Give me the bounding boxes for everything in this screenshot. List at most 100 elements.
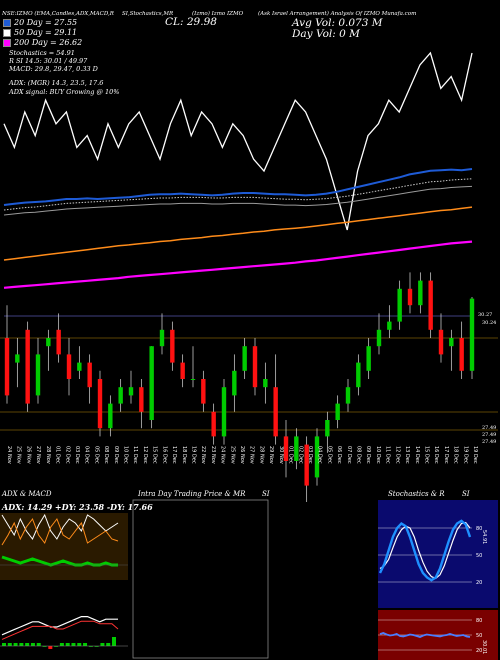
- close-price: CL: 29.98: [165, 16, 217, 28]
- candle-body: [376, 329, 382, 347]
- candle-body: [159, 329, 165, 347]
- date-tick-label: 02 Dec: [64, 446, 70, 464]
- candle-body: [170, 329, 175, 363]
- date-tick-label: 19 Dec: [462, 446, 468, 464]
- date-tick-label: 18 Dec: [453, 446, 459, 464]
- macd-readout: MACD: 29.8, 29.47, 0.33 D: [9, 65, 98, 73]
- candle-body: [335, 403, 340, 420]
- header-mid: SI,Stochastics,MR: [122, 11, 174, 17]
- rsi-tick-label: 50: [476, 633, 482, 639]
- date-tick-label: 03 Dec: [307, 446, 313, 464]
- candle-body: [25, 329, 30, 404]
- candle-body: [211, 411, 216, 437]
- candle-body: [356, 362, 361, 388]
- macd-signal-line: [1, 620, 119, 640]
- macd-hist-bar: [106, 643, 111, 646]
- candle-body: [108, 403, 113, 429]
- date-tick-label: 09 Dec: [113, 446, 119, 464]
- price-label-low-1: 27.49: [482, 425, 497, 431]
- date-tick-label: 17 Dec: [171, 446, 177, 464]
- stoch-readout: Stochastics = 54.91: [9, 49, 75, 57]
- stoch-si: SI: [462, 490, 470, 498]
- ema200-line: [3, 240, 473, 289]
- rsi-tick-label: 80: [476, 618, 482, 624]
- macd-hist-bar: [94, 646, 99, 647]
- header-ticker: (Izmo) Izmo IZMO: [192, 11, 244, 17]
- macd-hist-bar: [88, 646, 93, 647]
- date-tick-label: 04 Dec: [84, 446, 90, 464]
- candle-body: [449, 338, 454, 347]
- candle-body: [56, 329, 61, 355]
- candle-body: [283, 436, 289, 461]
- macd-hist-bar: [65, 643, 70, 646]
- macd-line: [1, 615, 118, 636]
- date-tick-label: 09 Dec: [365, 446, 371, 464]
- price-label-high: 30.27: [478, 312, 493, 318]
- intraday-panel-box: [132, 499, 269, 659]
- stoch-title: Stochastics & R: [388, 490, 445, 498]
- candle-body: [428, 280, 433, 330]
- candle-body: [128, 387, 134, 396]
- date-tick-label: 18 Dec: [181, 446, 187, 464]
- legend-ema200-label: 200 Day = 26.62: [14, 38, 83, 47]
- candle-body: [4, 338, 10, 396]
- date-tick-label: 04 Dec: [317, 446, 323, 464]
- candle-body: [118, 387, 123, 404]
- date-tick-label: 10 Dec: [375, 446, 381, 464]
- legend-ema200: 200 Day = 26.62: [3, 38, 82, 47]
- date-tick-label: 03 Dec: [74, 446, 80, 464]
- date-tick-label: 26 Nov: [25, 446, 31, 464]
- candle-body: [325, 420, 330, 437]
- date-tick-label: 19 Dec: [191, 446, 197, 464]
- date-tick-label: 29 Nov: [268, 446, 274, 464]
- macd-hist-bar: [42, 646, 47, 647]
- candle-body: [46, 338, 51, 347]
- stoch-tick-label: 80: [476, 526, 482, 532]
- swatch-ema20: [3, 19, 11, 27]
- macd-hist-bar: [30, 643, 35, 646]
- candle-body: [273, 387, 278, 437]
- macd-hist-bar: [54, 646, 59, 647]
- stoch-panel-bg: [378, 500, 498, 608]
- price-label-low-2: 27.49: [482, 432, 497, 438]
- macd-hist-bar: [25, 643, 30, 646]
- candle-body: [397, 288, 402, 322]
- date-tick-label: 05 Dec: [93, 446, 99, 464]
- adx-panel-readout: ADX: 14.29 +DY: 23.58 -DY: 17.66: [2, 502, 153, 512]
- macd-hist-bar: [83, 643, 88, 646]
- candle-body: [252, 346, 258, 388]
- macd-hist-bar: [36, 643, 41, 646]
- swatch-ema50: [3, 29, 11, 37]
- date-tick-label: 16 Dec: [161, 446, 167, 464]
- ema20-line: [3, 168, 473, 206]
- macd-hist-bar: [2, 643, 6, 646]
- adx-dplus-line: [1, 513, 119, 540]
- candle-body: [263, 379, 268, 388]
- candle-body: [366, 346, 371, 371]
- date-tick-label: 24 Nov: [6, 446, 12, 464]
- candle-body: [438, 329, 444, 355]
- legend-ema20: 20 Day = 27.55: [3, 18, 77, 27]
- date-tick-label: 11 Dec: [385, 446, 391, 464]
- rsi-line: [379, 632, 471, 638]
- candle-body: [35, 354, 41, 396]
- price-label-close: 30.24: [482, 320, 497, 326]
- date-tick-label: 27 Nov: [249, 446, 255, 464]
- stoch-value-label: 54.91: [481, 530, 487, 544]
- candle-body: [387, 321, 392, 330]
- candle-body: [469, 298, 475, 371]
- intraday-title: Intra Day Trading Price & MR: [138, 490, 246, 498]
- date-tick-label: 02 Dec: [297, 446, 303, 464]
- adx-macd-title: ADX & MACD: [2, 490, 52, 498]
- intraday-si: SI: [262, 490, 270, 498]
- close-line: [3, 51, 473, 231]
- date-tick-label: 07 Dec: [346, 446, 352, 464]
- candle-body: [66, 354, 72, 379]
- date-tick-label: 01 Dec: [55, 446, 61, 464]
- date-tick-label: 06 Dec: [336, 446, 342, 464]
- rsi-value-label: 30.01: [481, 640, 487, 654]
- macd-hist-bar: [71, 643, 76, 646]
- candle-body: [407, 288, 413, 306]
- date-tick-label: 15 Dec: [424, 446, 430, 464]
- macd-hist-bar: [100, 643, 105, 646]
